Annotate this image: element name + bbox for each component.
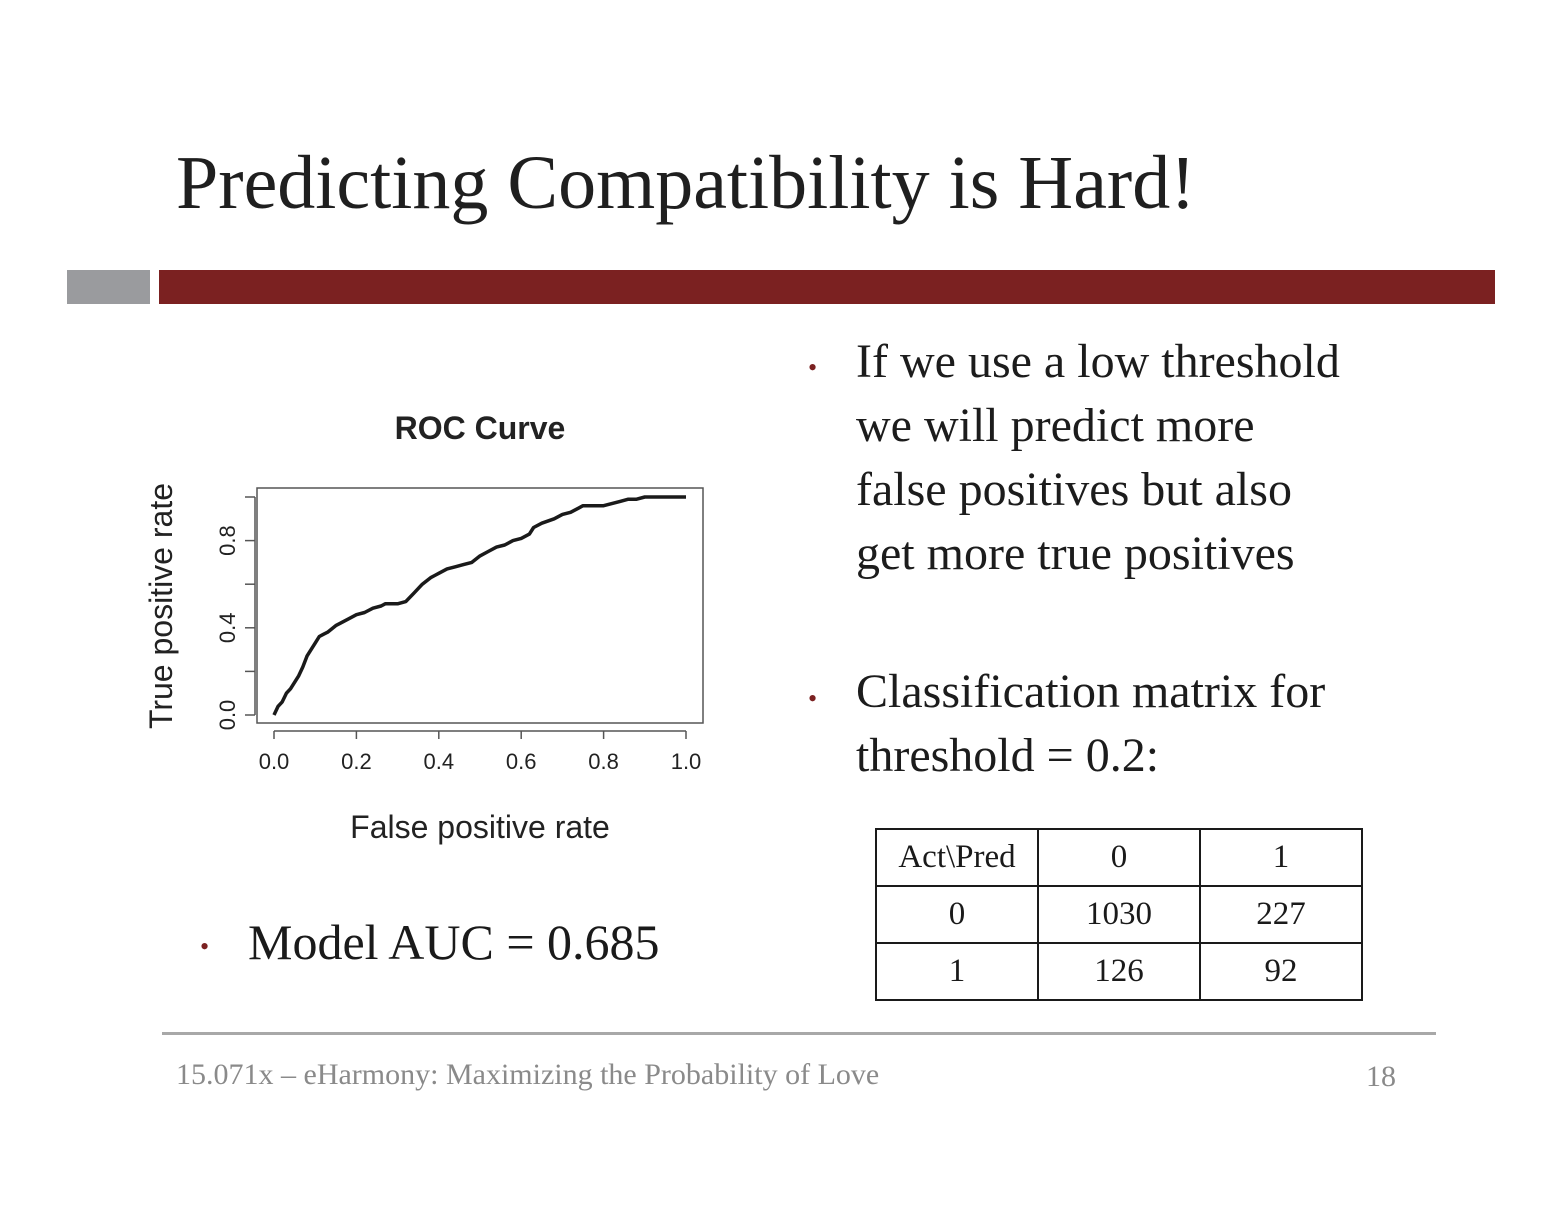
bullet-marker: •	[808, 684, 818, 713]
x-tick-label: 0.2	[341, 749, 372, 774]
roc-chart: ROC Curve 0.0 0.2 0.4 0.6 0.8 1.0 0.0 0.4 0.8 Fa…	[143, 410, 704, 845]
y-tick-label: 0.0	[215, 700, 240, 731]
auc-text: Model AUC = 0.685	[248, 914, 660, 970]
footer-divider	[162, 1032, 1436, 1035]
bullet-line: Classification matrix for	[856, 665, 1326, 718]
bullet-text-threshold: If we use a low threshold we will predic…	[856, 330, 1340, 586]
x-tick-label: 0.4	[424, 749, 455, 774]
bullet-line: false positives but also	[856, 463, 1292, 516]
footer-text: 15.071x – eHarmony: Maximizing the Proba…	[176, 1058, 880, 1091]
table-cell: 92	[1199, 942, 1363, 1001]
table-row: 0 1030 227	[875, 885, 1363, 944]
x-tick-label: 0.8	[588, 749, 619, 774]
table-row: 1 126 92	[875, 942, 1363, 1001]
table-header-cell: Act\Pred	[875, 828, 1039, 887]
table-header-cell: 1	[1199, 828, 1363, 887]
chart-title: ROC Curve	[395, 410, 566, 446]
y-tick-label: 0.4	[215, 613, 240, 644]
bullet-line: If we use a low threshold	[856, 335, 1340, 388]
bullet-line: we will predict more	[856, 399, 1255, 452]
bullet-line: threshold = 0.2:	[856, 729, 1160, 782]
slide-title: Predicting Compatibility is Hard!	[176, 141, 1196, 225]
x-tick-label: 0.6	[506, 749, 537, 774]
roc-curve-line	[272, 495, 686, 716]
classification-matrix: Act\Pred 0 1 0 1030 227 1 126 92	[875, 828, 1363, 1001]
x-axis-label: False positive rate	[350, 809, 610, 845]
bullet-marker: •	[808, 353, 818, 382]
table-cell: 1030	[1037, 885, 1201, 944]
table-cell: 0	[875, 885, 1039, 944]
bullet-text-matrix: Classification matrix for threshold = 0.…	[856, 660, 1325, 788]
table-header-cell: 0	[1037, 828, 1201, 887]
x-tick-label: 0.0	[259, 749, 290, 774]
table-header-row: Act\Pred 0 1	[875, 828, 1363, 887]
title-bar-red	[159, 270, 1495, 304]
y-axis-label: True positive rate	[143, 483, 179, 729]
table-cell: 227	[1199, 885, 1363, 944]
page-number: 18	[1366, 1060, 1396, 1093]
y-tick-label: 0.8	[215, 525, 240, 556]
x-tick-label: 1.0	[671, 749, 702, 774]
title-bar-gray	[67, 270, 150, 304]
bullet-marker: •	[200, 932, 210, 961]
bullet-line: get more true positives	[856, 527, 1295, 580]
table-cell: 126	[1037, 942, 1201, 1001]
table-cell: 1	[875, 942, 1039, 1001]
axes: 0.0 0.2 0.4 0.6 0.8 1.0 0.0 0.4 0.8	[215, 496, 702, 774]
plot-frame	[256, 487, 704, 724]
